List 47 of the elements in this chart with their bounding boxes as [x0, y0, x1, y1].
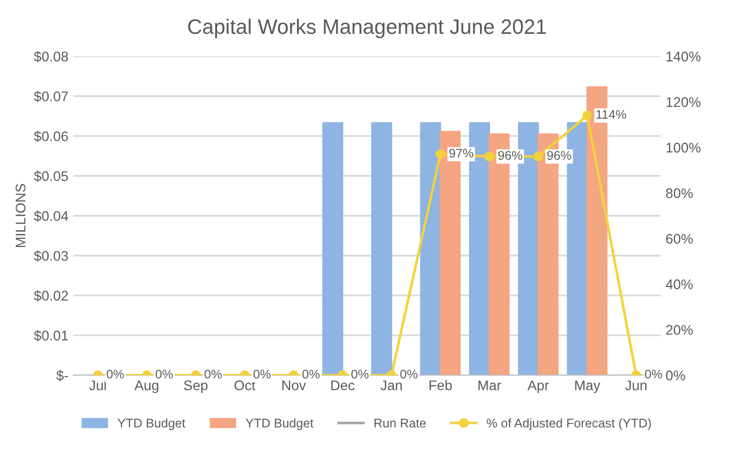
y2-tick-label: 0%: [666, 370, 686, 380]
legend-label: YTD Budget: [118, 418, 186, 430]
data-label: 0%: [156, 370, 173, 379]
x-tick-label: Mar: [478, 380, 502, 390]
y-tick-label: $-: [56, 370, 68, 382]
x-tick-label: Aug: [134, 380, 158, 394]
y-axis-title: MILLIONS: [16, 184, 26, 248]
x-tick-label: Feb: [430, 380, 452, 390]
x-tick-label: Apr: [527, 380, 549, 394]
data-label: 96%: [498, 151, 522, 160]
legend-label: Run Rate: [374, 418, 426, 428]
y-tick-label: $0.08: [34, 51, 68, 62]
y-tick-label: $0.02: [34, 290, 68, 302]
y-tick-label: $0.05: [34, 170, 68, 182]
y2-tick-label: 20%: [666, 324, 693, 335]
data-label: 0%: [351, 370, 368, 379]
y-tick-label: $0.01: [34, 330, 68, 342]
data-label: 0%: [106, 370, 124, 379]
data-label: 96%: [547, 151, 572, 160]
y-tick-label: $0.04: [34, 210, 68, 222]
y-tick-label: $0.03: [34, 250, 68, 262]
y2-tick-label: 120%: [666, 97, 700, 108]
x-tick-label: Jul: [89, 380, 106, 390]
data-label: 0%: [400, 370, 418, 379]
y-tick-label: $0.06: [34, 130, 68, 142]
data-label: 97%: [449, 148, 474, 158]
data-label: 0%: [253, 370, 271, 379]
data-label: 0%: [644, 370, 662, 379]
x-tick-label: Nov: [282, 380, 306, 390]
x-tick-label: Sep: [184, 380, 208, 394]
x-tick-label: Jun: [625, 380, 646, 390]
data-label: 0%: [204, 370, 222, 379]
legend-label: YTD Budget: [246, 418, 314, 430]
x-tick-label: Jan: [380, 380, 402, 390]
y2-tick-label: 60%: [666, 234, 693, 244]
y2-tick-label: 80%: [666, 188, 693, 198]
data-label: 0%: [302, 370, 320, 379]
y2-tick-label: 140%: [666, 52, 700, 62]
x-tick-label: Dec: [331, 380, 355, 390]
data-label: 114%: [596, 110, 626, 119]
x-tick-label: Oct: [234, 380, 256, 390]
chart-title: Capital Works Management June 2021: [188, 18, 546, 38]
legend-label: % of Adjusted Forecast (YTD): [486, 418, 651, 430]
y-tick-label: $0.07: [34, 90, 68, 102]
y2-tick-label: 100%: [666, 142, 700, 153]
x-tick-label: May: [575, 380, 600, 394]
y2-tick-label: 40%: [666, 279, 693, 290]
